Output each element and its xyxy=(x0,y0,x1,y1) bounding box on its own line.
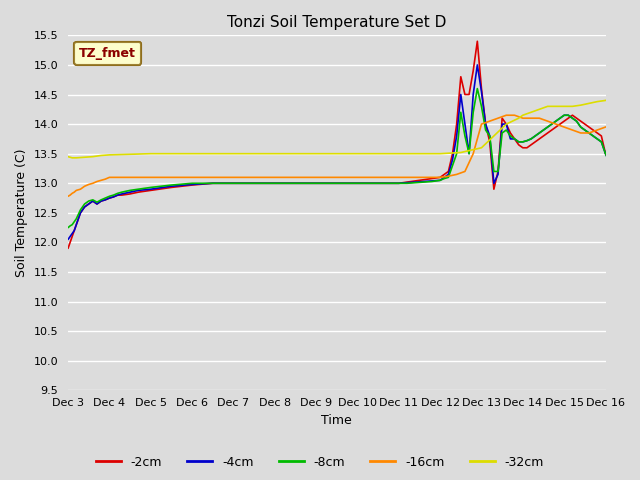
Title: Tonzi Soil Temperature Set D: Tonzi Soil Temperature Set D xyxy=(227,15,447,30)
X-axis label: Time: Time xyxy=(321,414,352,427)
Y-axis label: Soil Temperature (C): Soil Temperature (C) xyxy=(15,149,28,277)
Legend: TZ_fmet: TZ_fmet xyxy=(74,42,141,65)
Legend: -2cm, -4cm, -8cm, -16cm, -32cm: -2cm, -4cm, -8cm, -16cm, -32cm xyxy=(91,451,549,474)
